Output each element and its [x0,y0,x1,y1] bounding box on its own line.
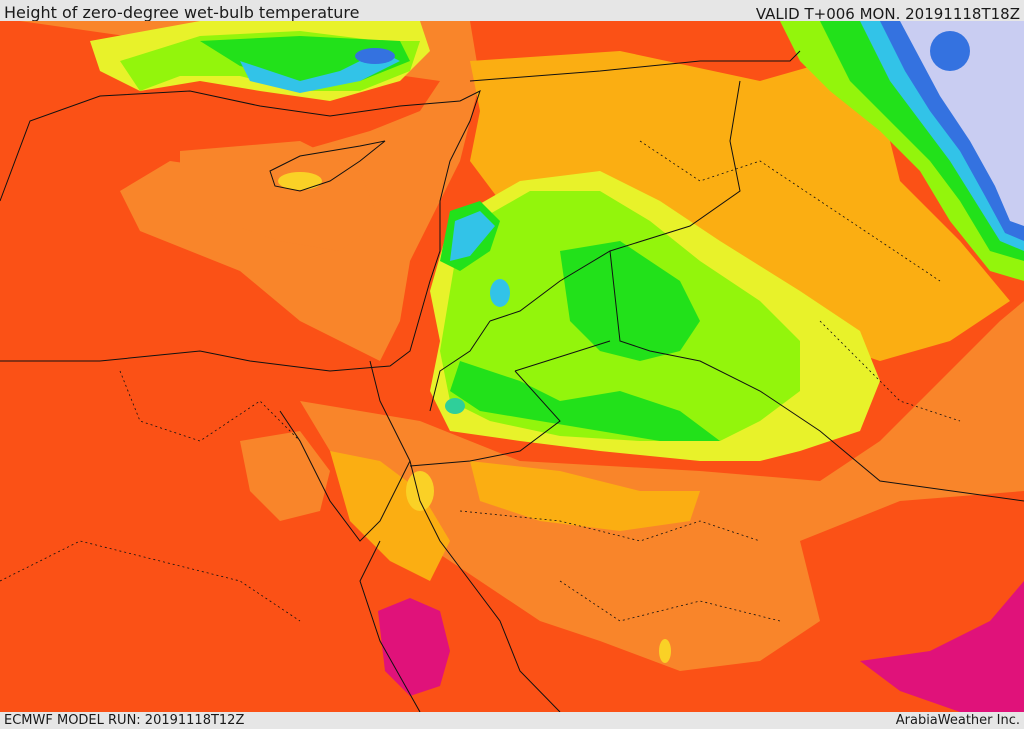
valid-time: VALID T+006 MON. 20191118T18Z [755,5,1020,23]
field-gold-spot [659,639,671,663]
field-amber-sinai [330,451,450,581]
field-magenta-east [860,581,1024,712]
province-borders [0,140,961,622]
model-run-label: ECMWF MODEL RUN: 20191118T12Z [4,713,245,728]
field-green-core [560,241,700,361]
field-orange-arabia [300,301,1024,671]
coastlines [0,90,561,712]
map-title: Height of zero-degree wet-bulb temperatu… [4,3,360,22]
field-cyan-hermon [490,279,510,307]
field-gold-negev [406,471,434,511]
field-amber-jordan-south [470,461,700,531]
field-lavender-iran [900,21,1024,226]
field-green-jordan [450,361,720,441]
country-borders [409,50,1024,502]
field-blue-iran-peak [930,31,970,71]
field-orange-cyprus-area [180,141,380,251]
credit-label: ArabiaWeather Inc. [895,713,1020,728]
field-cyan-lebanon [450,211,495,261]
field-magenta-egypt [378,598,450,696]
header-bar: Height of zero-degree wet-bulb temperatu… [0,0,1024,23]
forecast-map-svg [0,21,1024,712]
field-blue-turkey [355,48,395,64]
field-gold-cyprus [278,172,322,190]
forecast-map [0,21,1024,712]
footer-bar: ECMWF MODEL RUN: 20191118T12Z ArabiaWeat… [0,712,1024,729]
field-teal-spot [445,398,465,414]
field-orange-egypt-blobs [240,431,330,521]
field-amber-syria-iraq [470,51,1010,361]
field-cyan-turkey [240,51,400,93]
